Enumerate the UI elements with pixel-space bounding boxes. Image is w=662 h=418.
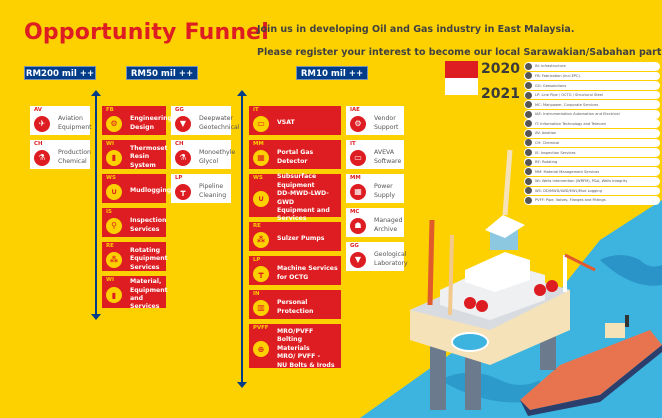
axis-rm50 (237, 90, 247, 388)
card-aviation-equipment: AV ✈ Aviation Equipment (30, 106, 92, 135)
legend-item: PVFF: Pipe, Valves, Flanges and Fittings (524, 196, 660, 205)
legend-item: WS: DD/MWD/LWD/EWL/Mud Logging (524, 186, 660, 196)
legend-item: LP: Line Pipe / OCTG / Structural Steel (524, 90, 660, 100)
page-title: Opportunity Funnel (24, 20, 270, 45)
laptop-icon: ▭ (253, 115, 269, 132)
structure-icon: ⚙ (106, 115, 122, 132)
card-monoethyle-glycol: CH ⚗ Monoethyle Glycol (171, 140, 235, 169)
card-deepwater-geotechnical: GG ▼ Deepwater Geotechnical (171, 106, 240, 135)
legend-2020-swatch (445, 61, 478, 78)
card-mro-pvff-bolting: PVFF ⊕ MRO/PVFF Bolting Materials MRO/ P… (249, 324, 341, 369)
rotating-icon: ⁂ (106, 251, 122, 268)
card-subsurface-equipment: WS ∪ Subsurface Equipment DD-MWD-LWD-GWD… (249, 173, 341, 222)
category-icon (525, 82, 532, 89)
card-thermoset-resin: WI ▮ Thermoset Resin System (102, 140, 167, 169)
category-icon (525, 139, 532, 147)
category-icon (525, 158, 532, 166)
valve-icon: ⊕ (253, 341, 269, 357)
card-geological-laboratory: GG ▼ Geological Laboratory (346, 242, 408, 271)
card-machine-services-octg: LP ┳ Machine Services for OCTG (249, 256, 341, 285)
card-pipeline-cleaning: LP ┳ Pipeline Cleaning (171, 174, 231, 203)
category-icon (525, 196, 532, 204)
category-icon (525, 62, 532, 70)
card-material-equipment: WI ▮ Material, Equipment and Services (102, 276, 168, 310)
drill-icon: ∪ (253, 190, 269, 207)
rotating-icon: ⁂ (253, 231, 269, 248)
category-icon (525, 168, 532, 176)
card-aveva-software: IT ▭ AVEVA Software (346, 140, 404, 169)
card-portal-gas-detector: MM ▦ Portal Gas Detector (249, 140, 341, 169)
legend-item: IN: Infrastructure (524, 62, 660, 71)
card-power-supply: MM ▦ Power Supply (346, 174, 404, 203)
tier-rm200: RM200 mil ++ (24, 66, 96, 80)
well-icon: ▮ (106, 287, 122, 303)
box-icon: ▦ (350, 183, 366, 200)
legend-item: CH: Chemical (524, 138, 660, 148)
geology-icon: ▼ (350, 251, 366, 268)
card-rotating-equipment: RE ⁂ Rotating Equipment Services (102, 242, 168, 271)
card-vsat: IT ▭ VSAT (249, 106, 341, 135)
category-icon (525, 149, 532, 157)
legend-item: GG: Geosolutions (524, 81, 660, 90)
gear-icon: ⚙ (350, 115, 366, 132)
legend-item: WI: Wells Intervention (WRFM), P&A, Well… (524, 176, 660, 186)
plane-icon: ✈ (34, 115, 50, 132)
legend-item: MM: Material Management Services (524, 167, 660, 177)
laptop-icon: ▭ (350, 149, 366, 166)
tier-rm10: RM10 mil ++ (296, 66, 368, 80)
axis-rm200 (91, 90, 101, 320)
category-icon (525, 177, 532, 185)
card-production-chemical: CH ⚗ Production Chemical (30, 140, 91, 169)
card-managed-archive: MC ☗ Managed Archive (346, 208, 404, 237)
legend-item: AV: Aviation (524, 129, 660, 138)
year-2020: 2020 (481, 61, 520, 77)
card-vendor-support: IAE ⚙ Vendor Support (346, 106, 404, 135)
category-icon (525, 101, 532, 109)
tagline-join: Join us in developing Oil and Gas indust… (257, 24, 575, 35)
flask-icon: ⚗ (34, 149, 50, 166)
tagline-register: Please register your interest to become … (257, 47, 662, 58)
category-icon (525, 129, 532, 137)
legend-item: IS: Inspection Services (524, 148, 660, 157)
category-icon (525, 91, 532, 99)
flask-icon: ⚗ (175, 149, 191, 166)
legend-item: FB: Fabrication (incl EPC) (524, 71, 660, 81)
year-2021: 2021 (481, 86, 520, 102)
category-icon (525, 120, 532, 128)
drill-icon: ∪ (106, 183, 122, 200)
people-icon: ☗ (350, 217, 366, 234)
category-legend: IN: Infrastructure FB: Fabrication (incl… (524, 62, 660, 206)
tier-rm50: RM50 mil ++ (126, 66, 198, 80)
magnifier-icon: ⚲ (106, 217, 122, 234)
box-icon: ▦ (253, 149, 269, 166)
card-mudlogging: WS ∪ Mudlogging (102, 174, 171, 203)
building-icon: ▥ (253, 299, 269, 316)
well-icon: ▮ (106, 149, 122, 166)
legend-item: IAE: Instrumentation Automation and Elec… (524, 109, 660, 119)
geology-icon: ▼ (175, 115, 191, 132)
card-personal-protection: IN ▥ Personal Protection (249, 290, 341, 319)
legend-item: IT: Information Technology and Telecom (524, 119, 660, 129)
category-icon (525, 72, 532, 80)
category-icon (525, 110, 532, 118)
pipe-icon: ┳ (175, 183, 191, 200)
card-sulzer-pumps: RE ⁂ Sulzer Pumps (249, 222, 341, 251)
legend-item: MC: Manpower, Corporate Services (524, 100, 660, 109)
legend-item: RE: Rotating (524, 157, 660, 167)
pipe-icon: ┳ (253, 265, 269, 282)
legend-2021-swatch (445, 78, 478, 95)
card-engineering-design: FB ⚙ Engineering Design (102, 106, 172, 135)
card-inspection-services: IS ⚲ Inspection Services (102, 208, 166, 237)
category-icon (525, 187, 532, 195)
